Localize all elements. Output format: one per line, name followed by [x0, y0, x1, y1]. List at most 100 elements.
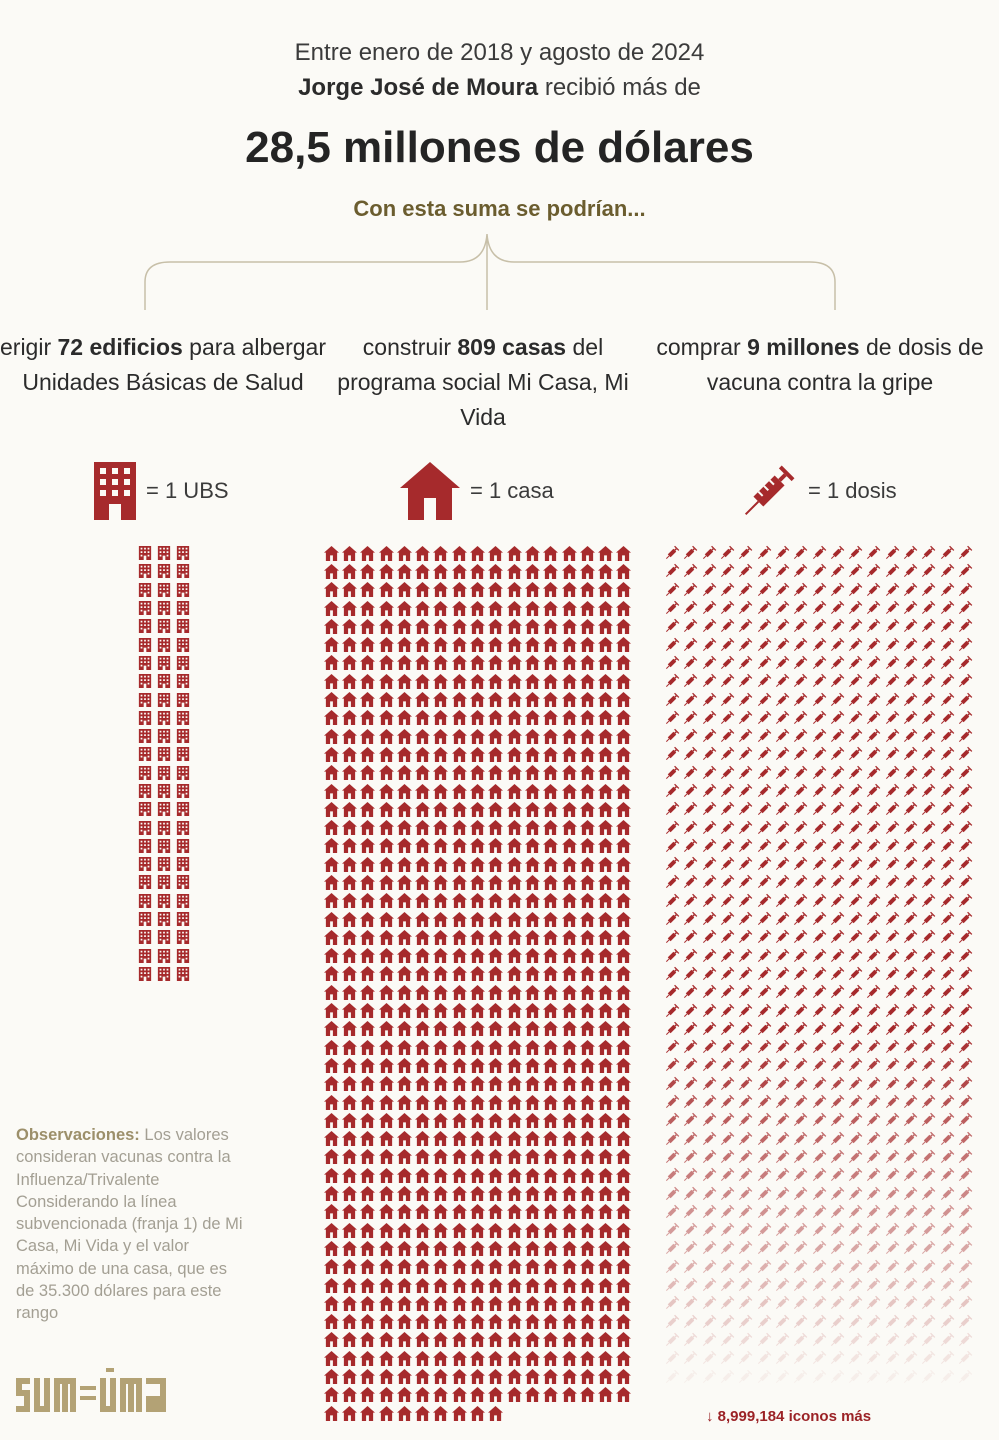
building-icon [138, 948, 152, 963]
syringe-icon [958, 930, 973, 944]
house-unit [395, 1203, 413, 1221]
syringe-icon [739, 930, 753, 944]
syringe-unit [919, 1203, 937, 1221]
house-icon [415, 1387, 431, 1403]
syringe-icon [922, 600, 936, 615]
house-icon [579, 1332, 595, 1348]
house-icon [415, 637, 431, 653]
syringe-icon [885, 1241, 899, 1255]
house-unit [523, 873, 541, 891]
syringe-icon [958, 1186, 973, 1200]
syringe-icon [958, 692, 973, 706]
house-icon [488, 1057, 504, 1073]
syringe-unit [773, 1056, 791, 1074]
syringe-unit [809, 1203, 827, 1221]
house-icon [415, 893, 431, 909]
syringe-unit [919, 1221, 937, 1239]
syringe-icon [666, 600, 680, 615]
house-icon [561, 820, 577, 836]
house-icon [341, 1167, 357, 1183]
house-icon [488, 801, 504, 817]
syringe-unit [681, 1221, 699, 1239]
building-unit [175, 690, 191, 708]
syringe-unit [754, 855, 772, 873]
house-unit [359, 1056, 377, 1074]
syringe-unit [919, 1056, 937, 1074]
syringe-unit [956, 1020, 974, 1038]
syringe-icon [666, 655, 680, 669]
syringe-icon [739, 1094, 753, 1109]
house-unit [413, 562, 431, 580]
house-icon [506, 1039, 522, 1055]
house-icon [524, 1314, 540, 1330]
house-unit [487, 1093, 505, 1111]
syringe-unit [828, 983, 846, 1001]
syringe-icon [903, 765, 918, 779]
syringe-icon [830, 820, 845, 834]
house-unit [468, 1184, 486, 1202]
syringe-icon [775, 984, 790, 999]
house-unit [615, 1166, 633, 1184]
syringe-unit [809, 745, 827, 763]
house-unit [523, 654, 541, 672]
house-unit [450, 1056, 468, 1074]
syringe-icon [885, 1314, 899, 1328]
building-icon [176, 564, 190, 579]
house-unit [523, 1258, 541, 1276]
syringe-icon [739, 710, 753, 724]
house-icon [360, 1112, 376, 1128]
house-unit [432, 1148, 450, 1166]
syringe-icon [794, 1277, 808, 1292]
house-icon [433, 1094, 449, 1110]
house-unit [359, 947, 377, 965]
house-unit [413, 1093, 431, 1111]
syringe-unit [809, 599, 827, 617]
house-unit [542, 1349, 560, 1367]
building-icon [157, 930, 171, 945]
syringe-icon [794, 1332, 808, 1346]
house-icon [598, 600, 614, 616]
syringe-icon [775, 637, 790, 651]
syringe-icon [830, 545, 845, 560]
house-icon [451, 1021, 467, 1037]
syringe-unit [809, 782, 827, 800]
more-icons-note: ↓ 8,999,184 iconos más [706, 1408, 872, 1425]
syringe-unit [846, 1367, 864, 1385]
syringe-unit [937, 1367, 955, 1385]
house-unit [468, 562, 486, 580]
syringe-unit [791, 635, 809, 653]
syringe-unit [956, 690, 974, 708]
syringe-unit [736, 1258, 754, 1276]
house-icon [598, 1057, 614, 1073]
syringe-unit [681, 562, 699, 580]
house-icon [470, 673, 486, 689]
house-unit [578, 1038, 596, 1056]
syringe-icon [958, 948, 973, 962]
house-icon [341, 856, 357, 872]
house-icon [360, 1039, 376, 1055]
house-icon [470, 1369, 486, 1384]
house-icon [598, 911, 614, 927]
syringe-icon [794, 619, 808, 633]
syringe-unit [901, 727, 919, 745]
syringe-icon [922, 673, 936, 688]
house-unit [359, 1386, 377, 1404]
house-unit [505, 1349, 523, 1367]
house-unit [615, 1239, 633, 1257]
house-unit [487, 1166, 505, 1184]
house-unit [432, 672, 450, 690]
house-unit [560, 928, 578, 946]
house-unit [578, 581, 596, 599]
building-unit [137, 581, 153, 599]
syringe-unit [846, 1331, 864, 1349]
house-unit [359, 617, 377, 635]
house-unit [596, 1386, 614, 1404]
syringe-icon [721, 1259, 735, 1273]
house-icon [341, 1240, 357, 1256]
syringe-unit [791, 1221, 809, 1239]
house-icon [341, 1057, 357, 1073]
house-icon [415, 1003, 431, 1019]
house-icon [543, 582, 559, 598]
syringe-icon [958, 564, 973, 578]
syringe-unit [828, 544, 846, 562]
